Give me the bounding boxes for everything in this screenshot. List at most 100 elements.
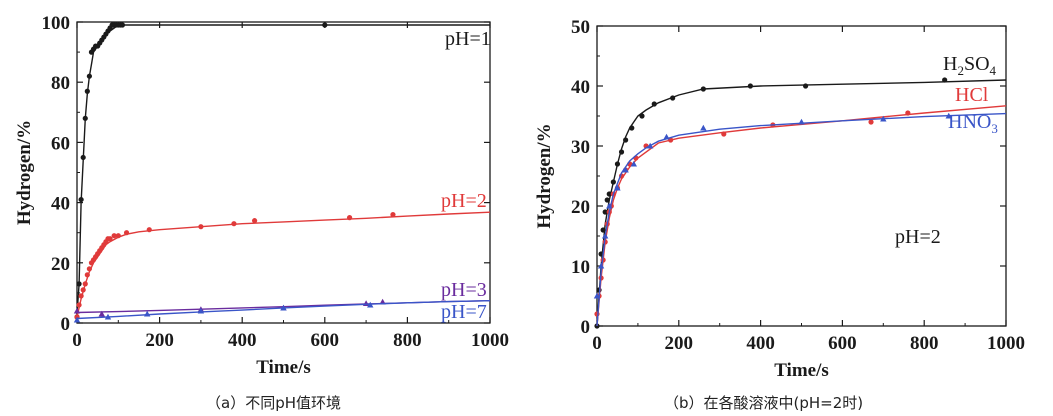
data-point xyxy=(80,287,86,293)
series-line xyxy=(596,79,1007,327)
series-label: pH=7 xyxy=(441,301,487,323)
data-point xyxy=(73,307,81,314)
y-tick-label: 20 xyxy=(51,254,70,275)
series-label-text: SO xyxy=(964,53,990,75)
y-tick-label: 10 xyxy=(571,257,590,278)
data-point xyxy=(197,307,205,314)
x-tick-label: 1000 xyxy=(987,333,1025,354)
y-tick-label: 0 xyxy=(61,314,71,335)
series-line xyxy=(76,24,490,315)
chart-a: 0 200 400 600 800 1000 0 20 40 60 80 100 Time/s Hydro… xyxy=(14,13,509,378)
data-point xyxy=(601,232,609,239)
data-point xyxy=(618,149,625,155)
series-line xyxy=(76,211,491,318)
data-point xyxy=(367,301,374,308)
chart-b: 0 200 400 600 800 1000 0 10 20 30 40 50 Time/s Hydrog… xyxy=(534,17,1025,381)
data-point xyxy=(119,22,126,28)
data-point xyxy=(651,101,657,107)
data-point xyxy=(390,212,396,218)
data-point xyxy=(646,142,654,149)
caption-a: （a）不同pH值环境 xyxy=(206,394,341,412)
data-point xyxy=(614,161,621,167)
series-label-text: HNO xyxy=(948,111,991,133)
x-axis-title: Time/s xyxy=(774,360,829,381)
series-label: H2SO4 xyxy=(943,53,997,78)
data-point xyxy=(82,115,88,121)
data-point xyxy=(280,304,287,311)
series-label-subscript: 4 xyxy=(990,63,997,78)
x-tick-label: 600 xyxy=(828,333,857,354)
series-label-subscript: 3 xyxy=(991,121,998,136)
y-tick-label: 20 xyxy=(571,197,590,218)
y-tick-label: 40 xyxy=(571,77,590,98)
data-point xyxy=(942,77,948,83)
series-label-text: H xyxy=(943,53,957,75)
series-h xyxy=(594,77,1007,329)
series-label: pH=3 xyxy=(441,279,487,301)
y-tick-label: 50 xyxy=(571,17,590,38)
data-point xyxy=(606,191,612,197)
data-point xyxy=(123,230,130,236)
series-hno xyxy=(593,112,1007,327)
data-point xyxy=(700,86,706,92)
chart-annotation: pH=2 xyxy=(895,226,941,248)
data-point xyxy=(604,197,610,203)
x-tick-label: 800 xyxy=(393,330,422,351)
data-point xyxy=(593,292,601,299)
data-point xyxy=(107,236,113,242)
series-ph-7 xyxy=(73,300,491,323)
data-point xyxy=(747,83,753,89)
series-line xyxy=(596,112,1007,327)
data-point xyxy=(251,218,258,224)
data-point xyxy=(86,73,92,79)
data-point xyxy=(721,131,727,137)
data-point xyxy=(629,125,635,131)
x-tick-label: 200 xyxy=(665,333,694,354)
data-point xyxy=(594,311,600,317)
data-point xyxy=(115,233,121,239)
data-point xyxy=(198,224,204,230)
data-point xyxy=(84,272,90,278)
data-point xyxy=(82,281,88,287)
series-label: pH=1 xyxy=(445,28,491,50)
data-point xyxy=(600,227,606,233)
data-point xyxy=(346,215,353,221)
series-label: HCl xyxy=(955,84,989,106)
y-tick-label: 30 xyxy=(571,137,590,158)
series-ph-2 xyxy=(74,211,491,320)
x-tick-label: 400 xyxy=(746,333,775,354)
series-ph-1 xyxy=(74,22,490,320)
data-point xyxy=(798,118,805,125)
data-point xyxy=(78,293,84,299)
data-point xyxy=(623,137,629,143)
data-point xyxy=(639,113,645,119)
series-label-subscript: 2 xyxy=(957,63,964,78)
plot-frame xyxy=(76,21,491,324)
data-point xyxy=(322,22,328,28)
data-point xyxy=(622,166,629,173)
data-point xyxy=(362,300,370,306)
data-point xyxy=(630,160,638,167)
y-axis-title: Hydrogen/% xyxy=(534,123,555,228)
data-point xyxy=(111,233,117,239)
x-tick-label: 0 xyxy=(72,330,82,351)
y-tick-label: 0 xyxy=(581,317,591,338)
data-point xyxy=(144,310,151,317)
data-point xyxy=(700,124,707,131)
x-tick-label: 1000 xyxy=(471,330,509,351)
data-point xyxy=(663,133,670,140)
y-tick-label: 60 xyxy=(51,133,70,154)
data-point xyxy=(76,281,82,287)
y-tick-label: 80 xyxy=(51,73,70,94)
y-tick-label: 40 xyxy=(51,194,70,215)
series-label: HNO3 xyxy=(948,111,998,136)
data-point xyxy=(602,209,608,215)
data-point xyxy=(945,112,952,119)
x-tick-label: 0 xyxy=(592,333,602,354)
data-point xyxy=(86,266,92,272)
series-hcl xyxy=(594,105,1007,327)
data-point xyxy=(146,227,152,233)
data-point xyxy=(610,179,616,185)
x-tick-label: 800 xyxy=(910,333,939,354)
